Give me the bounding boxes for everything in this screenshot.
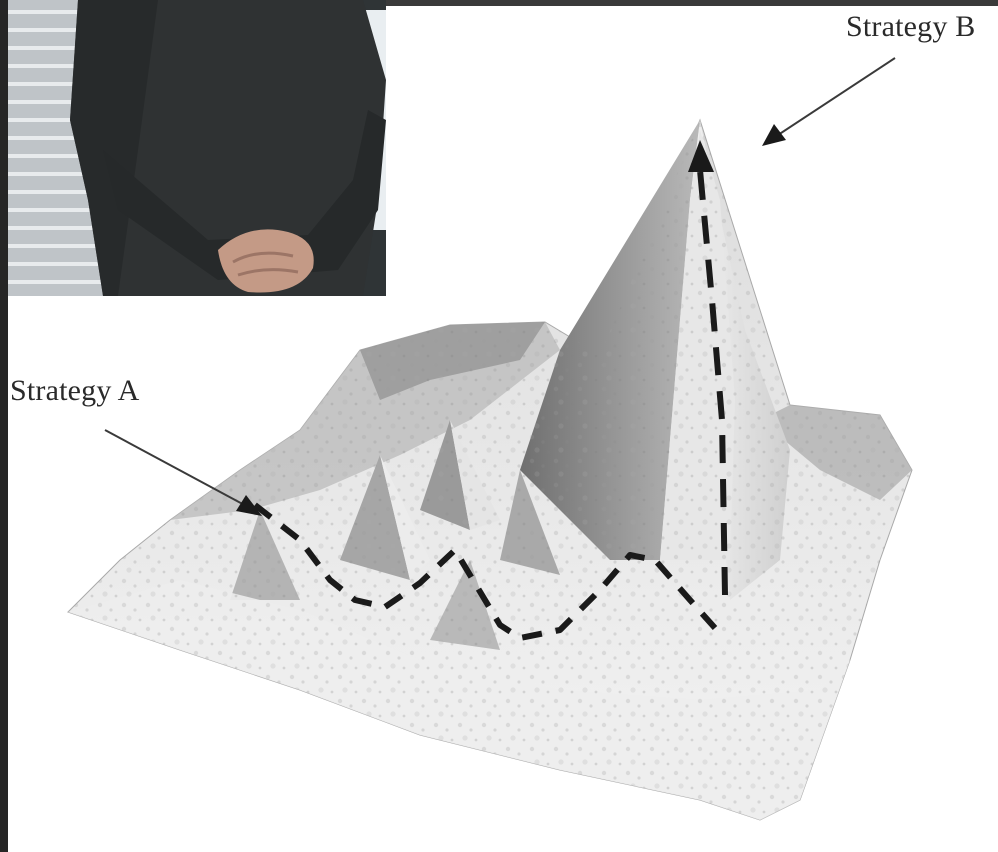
surface-texture xyxy=(68,120,912,820)
strategy-b-arrowhead xyxy=(688,140,714,172)
strategy-a-label: Strategy A xyxy=(10,374,140,407)
strategy-b-pointer-head xyxy=(762,124,786,146)
person-hand-shadow xyxy=(232,251,299,277)
strategy-b-path xyxy=(697,169,728,596)
person-arm xyxy=(103,110,386,280)
strategy-a-pointer-line xyxy=(104,429,251,509)
left-border-strip xyxy=(0,0,8,852)
person-hands xyxy=(218,229,314,293)
strategy-b-label: Strategy B xyxy=(846,10,976,43)
strategy-a-path xyxy=(253,502,718,641)
person-sweater-shade xyxy=(70,0,158,296)
top-border-strip xyxy=(386,0,998,6)
strategy-a-pointer-head xyxy=(236,495,262,516)
inset-photo xyxy=(8,0,386,296)
strategy-b-pointer-line xyxy=(777,57,896,136)
